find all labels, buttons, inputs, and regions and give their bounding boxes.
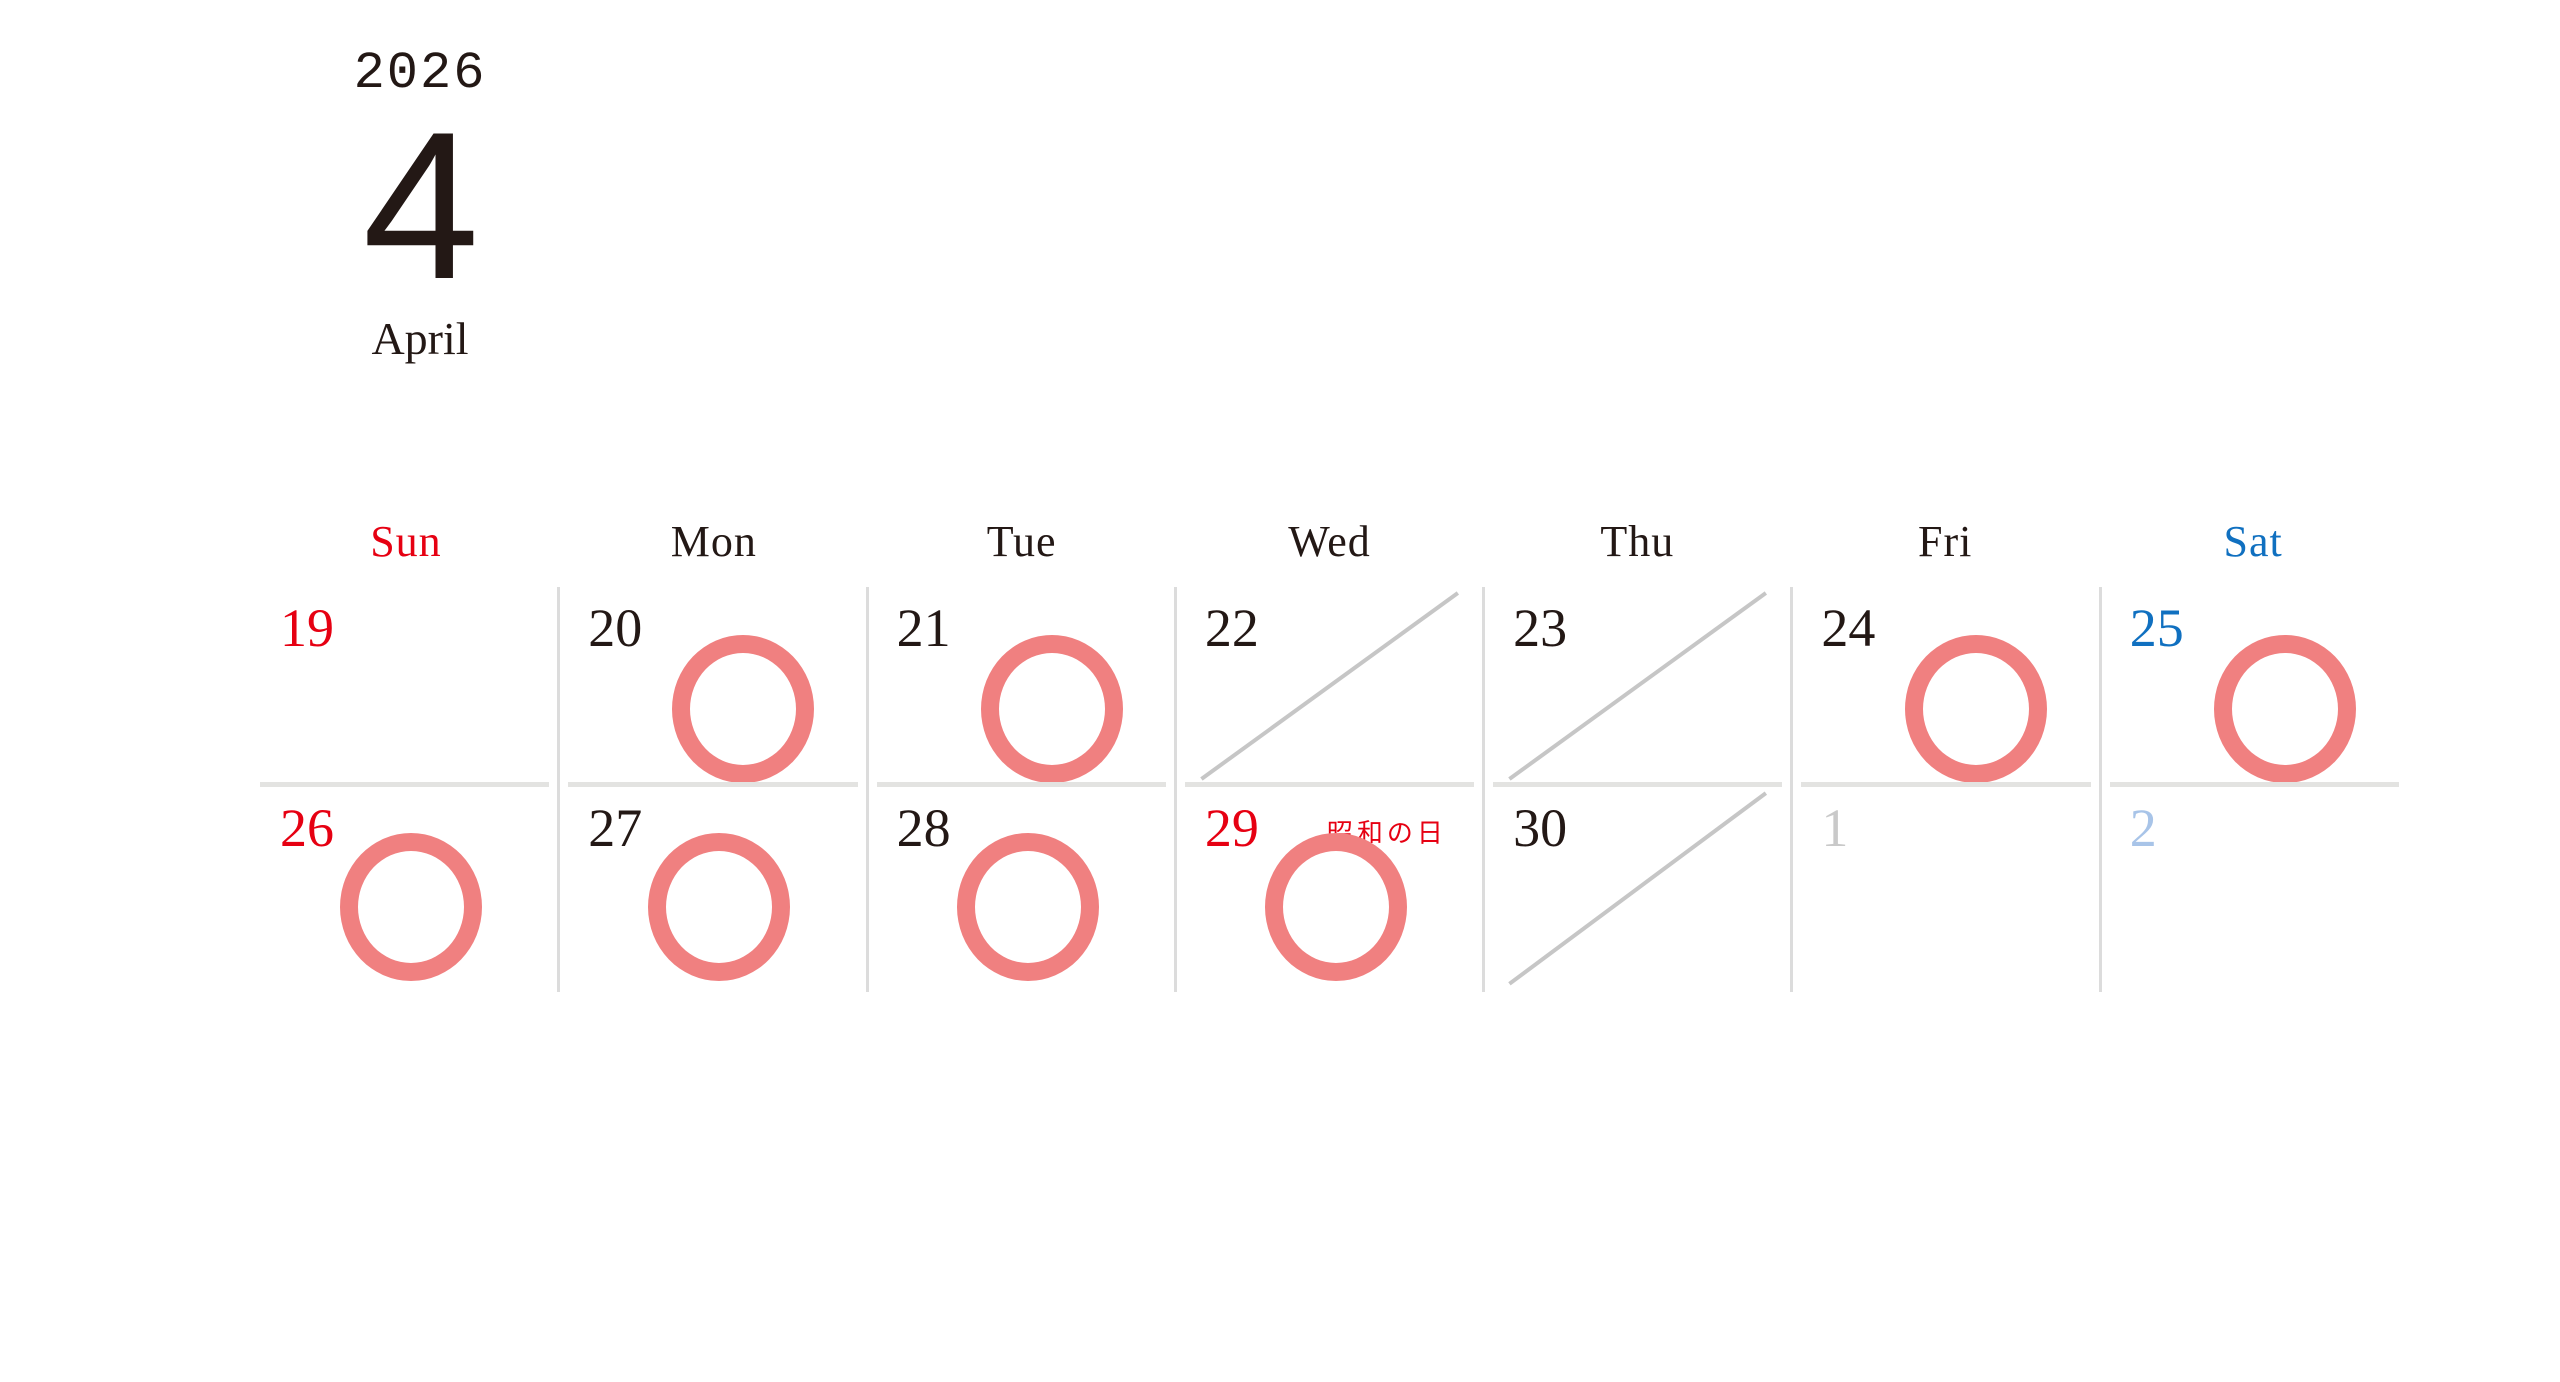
circle-mark-icon — [648, 833, 791, 981]
week-row: 26 27 28 29 昭和の日 30 1 2 — [252, 787, 2407, 992]
day-cell[interactable]: 20 — [557, 587, 865, 787]
day-cell[interactable]: 24 — [1790, 587, 2098, 787]
day-number: 27 — [588, 798, 643, 858]
weekday-header-wed: Wed — [1288, 517, 1371, 566]
calendar-month-name: April — [371, 312, 469, 364]
circle-mark-icon — [1264, 833, 1407, 981]
day-cell[interactable]: 30 — [1482, 787, 1790, 992]
day-cell[interactable]: 1 — [1790, 787, 2098, 992]
weekday-header-mon: Mon — [670, 517, 757, 566]
day-number: 25 — [2129, 598, 2184, 658]
weekday-header-thu: Thu — [1600, 517, 1675, 566]
weekday-header-sun: Sun — [370, 517, 442, 566]
day-cell[interactable]: 21 — [865, 587, 1174, 787]
weekday-header-tue: Tue — [986, 517, 1057, 566]
circle-mark-icon — [672, 635, 815, 783]
week-row: 19 20 21 22 23 24 25 — [252, 587, 2407, 787]
day-cell[interactable]: 2 — [2098, 787, 2407, 992]
day-cell[interactable]: 22 — [1173, 587, 1482, 787]
circle-mark-icon — [956, 833, 1099, 981]
day-number: 26 — [280, 798, 334, 858]
weekday-header-fri: Fri — [1918, 517, 1973, 566]
day-number: 24 — [1821, 598, 1876, 658]
calendar-month-number: 4 — [362, 88, 480, 323]
day-number: 1 — [1821, 798, 1849, 858]
day-cell[interactable]: 26 — [252, 787, 557, 992]
day-number: 21 — [896, 598, 951, 658]
day-cell[interactable]: 29 昭和の日 — [1173, 787, 1482, 992]
day-number: 28 — [896, 798, 951, 858]
day-number: 2 — [2129, 798, 2157, 858]
day-cell[interactable]: 28 — [865, 787, 1174, 992]
circle-mark-icon — [1905, 635, 2048, 783]
weekday-header-sat: Sat — [2223, 517, 2283, 566]
calendar-header: 2026 4 April — [290, 48, 550, 362]
day-cell[interactable]: 23 — [1482, 587, 1790, 787]
calendar-year: 2026 — [353, 44, 487, 103]
weekday-header-row: Sun Mon Tue Wed Thu Fri Sat — [252, 516, 2407, 587]
circle-mark-icon — [340, 833, 482, 981]
day-cell[interactable]: 25 — [2098, 587, 2407, 787]
day-number: 29 — [1204, 798, 1259, 858]
day-number: 19 — [280, 598, 334, 658]
circle-mark-icon — [2213, 635, 2356, 783]
circle-mark-icon — [980, 635, 1123, 783]
day-number: 20 — [588, 598, 643, 658]
day-cell[interactable]: 27 — [557, 787, 865, 992]
day-cell[interactable]: 19 — [252, 587, 557, 787]
calendar-grid: Sun Mon Tue Wed Thu Fri Sat 19 20 21 22 23 24 25 26 2… — [252, 516, 2407, 992]
day-number: 30 — [1513, 798, 1568, 858]
day-number: 22 — [1204, 598, 1259, 658]
day-number: 23 — [1513, 598, 1568, 658]
